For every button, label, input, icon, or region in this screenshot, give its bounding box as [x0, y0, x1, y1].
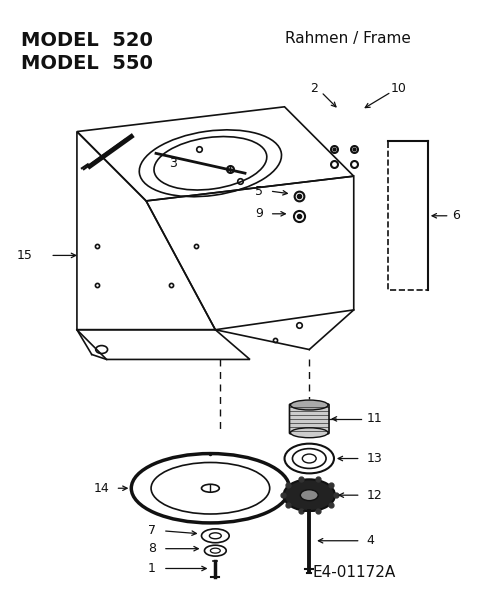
FancyBboxPatch shape: [289, 404, 328, 434]
Ellipse shape: [290, 400, 327, 410]
Text: 1: 1: [148, 562, 156, 575]
Text: 3: 3: [168, 157, 176, 170]
Text: 4: 4: [366, 534, 374, 547]
Ellipse shape: [300, 490, 318, 500]
Text: 13: 13: [366, 452, 382, 465]
Text: 5: 5: [254, 185, 262, 197]
Text: Rahmen / Frame: Rahmen / Frame: [284, 31, 409, 46]
Text: E4-01172A: E4-01172A: [311, 565, 395, 580]
Text: 6: 6: [452, 209, 460, 222]
Text: 12: 12: [366, 488, 382, 502]
Text: 15: 15: [17, 249, 32, 262]
Text: 9: 9: [254, 208, 262, 220]
Text: 10: 10: [389, 82, 406, 95]
Text: MODEL  550: MODEL 550: [20, 54, 152, 73]
Text: 14: 14: [94, 482, 109, 495]
Ellipse shape: [290, 428, 327, 438]
Text: 7: 7: [148, 524, 156, 538]
Text: 8: 8: [148, 542, 156, 555]
Text: 11: 11: [366, 412, 382, 425]
Ellipse shape: [283, 479, 334, 511]
Text: MODEL  520: MODEL 520: [20, 31, 152, 50]
Text: 2: 2: [309, 82, 318, 95]
